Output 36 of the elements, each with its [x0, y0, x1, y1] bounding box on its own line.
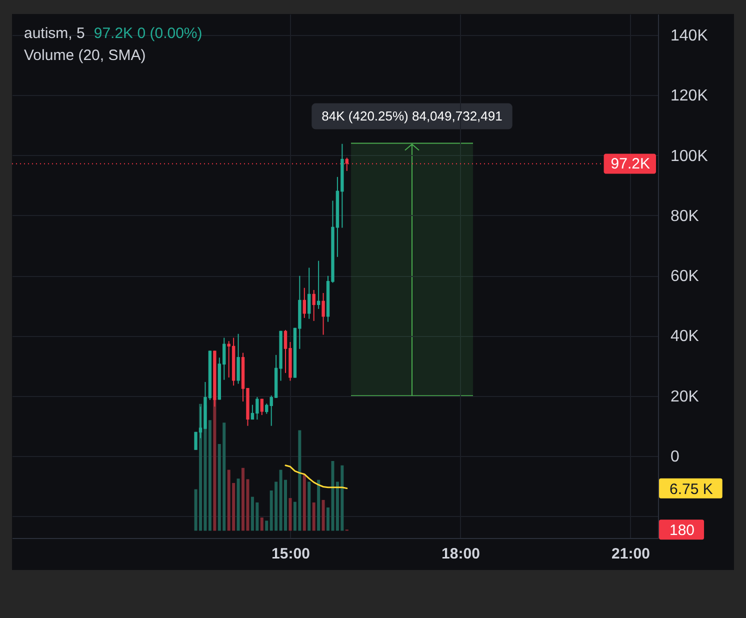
ref-line-label: 97.2K	[610, 156, 650, 173]
annotation: Volume (20, SMA)	[24, 46, 147, 66]
bar	[208, 420, 212, 531]
bar	[317, 480, 320, 531]
y-tick-label: 120K	[670, 88, 708, 105]
candlestick	[322, 292, 325, 336]
bar	[265, 520, 268, 531]
line-series	[284, 464, 348, 490]
bar	[302, 474, 306, 531]
candlestick	[308, 267, 311, 320]
x-tick-label: 21:00	[612, 546, 650, 562]
candlestick	[260, 398, 264, 416]
bar	[242, 468, 245, 531]
text: 97.2K 0 (0.00%)	[94, 25, 202, 42]
bar	[312, 502, 316, 531]
candlestick	[312, 289, 316, 322]
y-tick-label: 100K	[670, 148, 708, 165]
x-tick-label: 18:00	[442, 546, 480, 562]
y-tick-label: 80K	[670, 208, 700, 225]
y-tick-label: 20K	[670, 388, 700, 406]
y2-tick-label: 6.75 K	[670, 480, 713, 498]
band-label: 84K (420.25%) 84,049,732,491	[322, 108, 502, 124]
bar	[288, 498, 292, 531]
bar	[260, 518, 264, 531]
text: autism, 5	[24, 25, 85, 42]
candlestick	[236, 333, 240, 384]
y-tick-label: 60K	[670, 268, 700, 286]
bar	[236, 478, 240, 531]
x-tick-label: 15:00	[272, 546, 310, 562]
bar	[308, 482, 311, 531]
bar	[322, 500, 325, 531]
y-tick-label: 140K	[670, 28, 708, 45]
y2-tick-label: 180	[670, 522, 695, 540]
y-tick-label: 40K	[670, 328, 700, 346]
candlestick	[302, 287, 306, 318]
y-tick-label: 0	[670, 448, 680, 466]
